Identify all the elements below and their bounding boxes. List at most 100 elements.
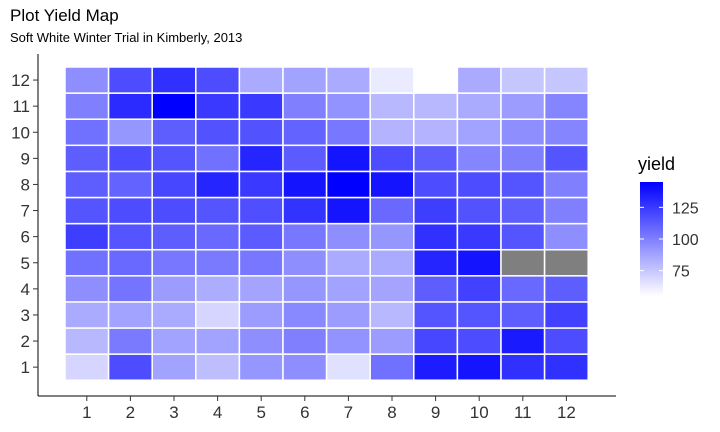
heatmap-cell — [195, 170, 241, 199]
heatmap-cell — [543, 118, 589, 147]
heatmap-cell — [369, 118, 415, 147]
heatmap-cell — [151, 118, 197, 147]
heatmap-cell — [456, 66, 502, 94]
heatmap-cell — [107, 196, 153, 225]
heatmap-cell — [107, 327, 153, 355]
heatmap-cell — [500, 118, 546, 147]
heatmap-cell — [282, 196, 328, 225]
heatmap-cell — [107, 301, 153, 329]
heatmap-cell — [282, 327, 328, 355]
heatmap-cell — [500, 144, 546, 173]
heatmap-cell — [543, 327, 589, 355]
y-tick-label: 2 — [21, 332, 30, 351]
heatmap-cell — [413, 196, 459, 225]
legend: yield 75 100 125 — [638, 154, 699, 296]
legend-title: yield — [638, 154, 675, 174]
x-tick-label: 8 — [387, 403, 396, 422]
heatmap-cell — [195, 327, 241, 355]
heatmap-cell — [325, 196, 371, 225]
heatmap-cell — [369, 353, 415, 381]
heatmap-cell — [456, 275, 502, 303]
heatmap-cell — [238, 353, 284, 381]
heatmap-cell — [195, 196, 241, 225]
heatmap-cell — [325, 170, 371, 199]
heatmap-cell — [64, 222, 110, 251]
heatmap-cell — [500, 66, 546, 94]
heatmap-cell — [456, 222, 502, 251]
heatmap-cells — [64, 66, 589, 381]
heatmap-cell — [413, 144, 459, 173]
heatmap-cell — [151, 248, 197, 277]
x-tick-label: 5 — [256, 403, 265, 422]
heatmap-cell — [369, 222, 415, 251]
heatmap-cell — [64, 248, 110, 277]
heatmap-cell — [151, 301, 197, 329]
heatmap-cell — [369, 170, 415, 199]
y-tick-label: 11 — [12, 97, 30, 116]
heatmap-cell — [195, 353, 241, 381]
heatmap-cell — [500, 275, 546, 303]
heatmap-cell — [500, 196, 546, 225]
heatmap-cell — [543, 353, 589, 381]
heatmap-cell — [456, 248, 502, 277]
heatmap-cell — [325, 92, 371, 120]
heatmap-cell — [325, 301, 371, 329]
x-tick-label: 2 — [126, 403, 135, 422]
heatmap-cell — [369, 275, 415, 303]
heatmap-cell — [282, 92, 328, 120]
heatmap-cell — [238, 144, 284, 173]
heatmap-cell — [195, 144, 241, 173]
heatmap-cell — [413, 301, 459, 329]
heatmap-cell — [456, 301, 502, 329]
y-tick-label: 12 — [11, 71, 30, 90]
heatmap-cell — [64, 275, 110, 303]
y-tick-label: 9 — [21, 149, 30, 168]
heatmap-cell — [413, 353, 459, 381]
heatmap-cell — [500, 353, 546, 381]
heatmap-cell — [413, 170, 459, 199]
heatmap-cell — [151, 222, 197, 251]
heatmap-cell — [238, 248, 284, 277]
heatmap-cell — [543, 301, 589, 329]
heatmap-cell — [543, 196, 589, 225]
heatmap-cell — [282, 301, 328, 329]
heatmap-cell — [500, 222, 546, 251]
heatmap-cell — [282, 170, 328, 199]
heatmap-cell — [413, 248, 459, 277]
heatmap-cell — [325, 275, 371, 303]
legend-tick-label: 125 — [672, 200, 699, 217]
heatmap-cell — [64, 66, 110, 94]
heatmap-cell — [543, 248, 589, 277]
heatmap-cell — [238, 170, 284, 199]
heatmap-cell — [500, 327, 546, 355]
heatmap-cell — [238, 66, 284, 94]
heatmap-cell — [325, 118, 371, 147]
heatmap-cell — [325, 248, 371, 277]
y-tick-label: 7 — [21, 202, 30, 221]
heatmap-cell — [456, 170, 502, 199]
chart-title: Plot Yield Map — [10, 6, 119, 25]
heatmap-cell — [543, 275, 589, 303]
y-tick-label: 6 — [21, 228, 30, 247]
x-tick-label: 7 — [344, 403, 353, 422]
heatmap-cell — [282, 66, 328, 94]
heatmap-cell — [456, 144, 502, 173]
heatmap-cell — [543, 144, 589, 173]
heatmap-cell — [325, 222, 371, 251]
heatmap-cell — [107, 118, 153, 147]
heatmap-cell — [413, 118, 459, 147]
y-tick-label: 1 — [21, 358, 30, 377]
heatmap-cell — [107, 144, 153, 173]
heatmap-cell — [195, 275, 241, 303]
heatmap-cell — [64, 118, 110, 147]
heatmap-cell — [456, 92, 502, 120]
y-tick-label: 5 — [21, 254, 30, 273]
heatmap-cell — [500, 301, 546, 329]
x-tick-label: 4 — [213, 403, 222, 422]
heatmap-cell — [151, 144, 197, 173]
heatmap-cell — [543, 222, 589, 251]
heatmap-cell — [369, 327, 415, 355]
heatmap-cell — [151, 92, 197, 120]
heatmap-cell — [107, 248, 153, 277]
heatmap-cell — [282, 353, 328, 381]
